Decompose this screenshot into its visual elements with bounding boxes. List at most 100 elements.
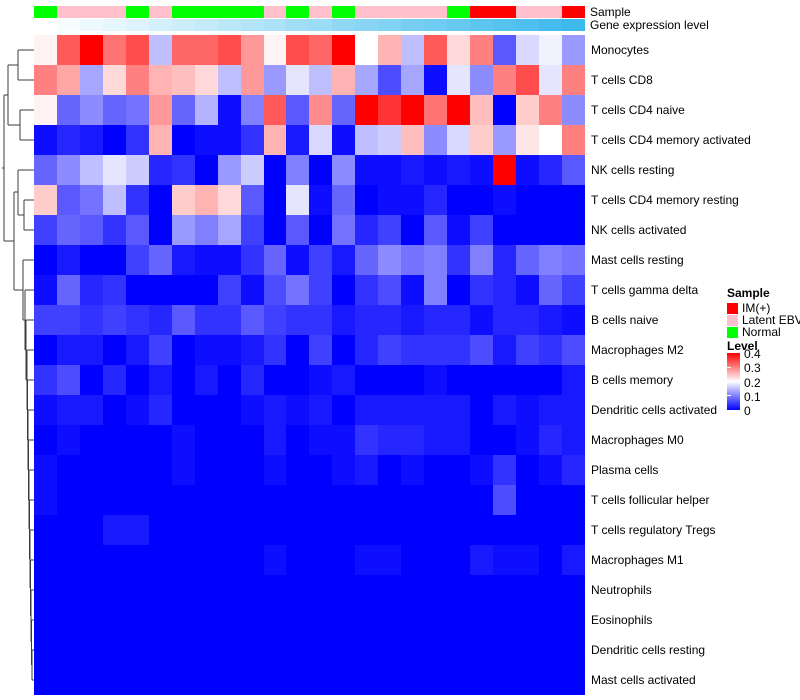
- heatmap-cell: [378, 365, 402, 395]
- heatmap-cell: [194, 275, 218, 305]
- heatmap-cell: [401, 365, 425, 395]
- heatmap-cell: [263, 35, 287, 65]
- heatmap-cell: [516, 215, 539, 245]
- heatmap-cell: [148, 365, 172, 395]
- level-tick-label: 0: [744, 404, 751, 418]
- gene-expression-annotation-cell: [447, 19, 471, 31]
- heatmap-cell: [56, 635, 80, 665]
- heatmap-cell: [79, 245, 103, 275]
- heatmap-cell: [561, 245, 585, 275]
- heatmap-row-label: NK cells resting: [591, 163, 675, 177]
- heatmap-cell: [470, 545, 494, 575]
- heatmap-cell: [424, 65, 448, 95]
- heatmap-cell: [34, 485, 57, 515]
- heatmap-cell: [447, 95, 471, 125]
- sample-annotation-cell: [470, 6, 494, 18]
- heatmap-cell: [355, 455, 379, 485]
- heatmap-cell: [194, 665, 218, 695]
- heatmap-cell: [102, 185, 126, 215]
- heatmap-cell: [447, 425, 471, 455]
- heatmap-cell: [194, 125, 218, 155]
- heatmap-row-label: Dendritic cells activated: [591, 403, 718, 417]
- heatmap-cell: [171, 515, 195, 545]
- heatmap-cell: [470, 485, 494, 515]
- heatmap-cell: [447, 485, 471, 515]
- heatmap-cell: [355, 635, 379, 665]
- gene-expression-annotation-cell: [240, 19, 264, 31]
- heatmap-cell: [538, 215, 562, 245]
- heatmap-cell: [286, 275, 310, 305]
- heatmap-cell: [516, 185, 539, 215]
- sample-annotation-cell: [79, 6, 103, 18]
- heatmap-cell: [240, 215, 264, 245]
- heatmap-cell: [79, 155, 103, 185]
- heatmap-cell: [56, 365, 80, 395]
- gene-expression-annotation-cell: [309, 19, 333, 31]
- level-tick-dash: [727, 367, 731, 368]
- heatmap-cell: [79, 485, 103, 515]
- heatmap-cell: [34, 155, 57, 185]
- heatmap-cell: [470, 365, 494, 395]
- gene-expression-annotation-bar: [34, 19, 585, 31]
- heatmap-cell: [263, 185, 287, 215]
- heatmap-cell: [240, 95, 264, 125]
- legend-color-swatch: [727, 314, 738, 326]
- heatmap-cell: [447, 215, 471, 245]
- heatmap-cell: [171, 335, 195, 365]
- heatmap-cell: [263, 515, 287, 545]
- sample-annotation-cell: [263, 6, 287, 18]
- heatmap-cell: [102, 35, 126, 65]
- heatmap-cell: [538, 485, 562, 515]
- heatmap-cell: [263, 395, 287, 425]
- heatmap-cell: [286, 125, 310, 155]
- heatmap-cell: [561, 605, 585, 635]
- heatmap-cell: [240, 305, 264, 335]
- heatmap-cell: [171, 155, 195, 185]
- sample-annotation-cell: [34, 6, 57, 18]
- heatmap-cell: [217, 185, 241, 215]
- heatmap-cell: [125, 485, 149, 515]
- heatmap-cell: [125, 305, 149, 335]
- heatmap-cell: [332, 515, 356, 545]
- heatmap-cell: [355, 545, 379, 575]
- heatmap-cell: [378, 275, 402, 305]
- sample-annotation-cell: [240, 6, 264, 18]
- heatmap-cell: [516, 365, 539, 395]
- heatmap-cell: [493, 275, 517, 305]
- heatmap-cell: [470, 125, 494, 155]
- heatmap-cell: [493, 515, 517, 545]
- heatmap-cell: [493, 635, 517, 665]
- heatmap-cell: [401, 545, 425, 575]
- heatmap-cell: [194, 425, 218, 455]
- heatmap-cell: [424, 455, 448, 485]
- sample-annotation-label: Sample: [590, 5, 631, 19]
- heatmap-cell: [217, 515, 241, 545]
- heatmap-cell: [240, 605, 264, 635]
- heatmap-cell: [34, 245, 57, 275]
- heatmap-cell: [470, 515, 494, 545]
- heatmap-cell: [148, 125, 172, 155]
- heatmap-cell: [309, 335, 333, 365]
- heatmap-cell: [470, 245, 494, 275]
- heatmap-cell: [401, 155, 425, 185]
- gene-expression-annotation-cell: [401, 19, 425, 31]
- heatmap-cell: [516, 35, 539, 65]
- heatmap-cell: [194, 215, 218, 245]
- heatmap-cell: [217, 605, 241, 635]
- heatmap-cell: [309, 455, 333, 485]
- heatmap-cell: [470, 395, 494, 425]
- heatmap-cell: [79, 515, 103, 545]
- heatmap-grid: [34, 35, 585, 695]
- heatmap-cell: [171, 455, 195, 485]
- heatmap-cell: [102, 665, 126, 695]
- heatmap-cell: [470, 305, 494, 335]
- heatmap-cell: [355, 95, 379, 125]
- heatmap-cell: [561, 515, 585, 545]
- heatmap-cell: [309, 395, 333, 425]
- heatmap-cell: [79, 335, 103, 365]
- heatmap-cell: [217, 335, 241, 365]
- heatmap-cell: [34, 515, 57, 545]
- heatmap-cell: [79, 635, 103, 665]
- heatmap-cell: [34, 185, 57, 215]
- level-colorbar: [727, 353, 740, 410]
